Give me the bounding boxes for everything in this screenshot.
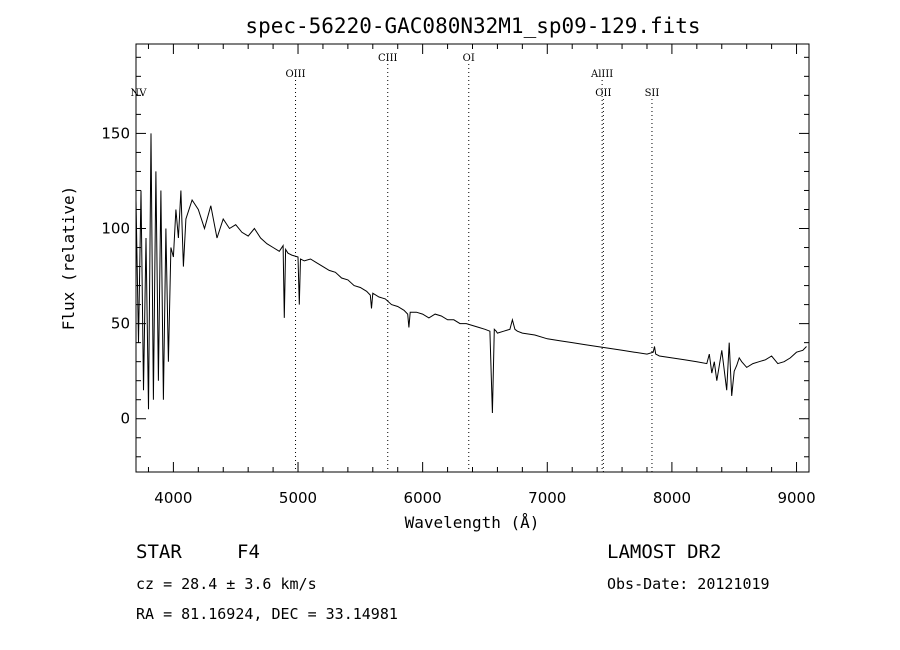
y-tick-label: 0 <box>120 410 130 428</box>
object-subclass: F4 <box>237 541 260 563</box>
chart-title: spec-56220-GAC080N32M1_sp09-129.fits <box>245 14 700 38</box>
plot-frame <box>135 43 810 473</box>
spectrum-series-line <box>135 133 807 414</box>
x-tick-label: 5000 <box>279 489 317 507</box>
spectral-line-label: AlIII <box>590 69 613 80</box>
spectral-line-label: NV <box>131 88 148 99</box>
spectral-line-label: OIII <box>285 69 305 80</box>
x-tick-label: 6000 <box>404 489 442 507</box>
object-class: STAR <box>136 541 182 563</box>
y-tick-label: 150 <box>101 124 130 142</box>
y-tick-label: 100 <box>101 220 130 238</box>
spectral-line-label: SII <box>645 88 660 99</box>
obs-date: Obs-Date: 20121019 <box>607 575 770 593</box>
spectral-line-markers: NV OIII CIII OI AlIII OII SII <box>131 53 660 472</box>
spectral-line-label: OII <box>595 88 611 99</box>
ra-dec-coords: RA = 81.16924, DEC = 33.14981 <box>136 605 398 623</box>
redshift-cz: cz = 28.4 ± 3.6 km/s <box>136 575 317 593</box>
y-tick-label: 50 <box>111 315 130 333</box>
spectral-line-label: CIII <box>378 53 398 64</box>
x-tick-label: 4000 <box>154 489 192 507</box>
x-axis-label: Wavelength (Å) <box>405 513 540 532</box>
x-tick-label: 8000 <box>653 489 691 507</box>
data-release: LAMOST DR2 <box>607 541 722 563</box>
x-tick-label: 9000 <box>777 489 815 507</box>
x-tick-label: 7000 <box>528 489 566 507</box>
axis-ticks: 4000 5000 6000 7000 8000 9000 0 50 100 150 <box>101 44 816 507</box>
spectral-line-label: OI <box>463 53 475 64</box>
y-axis-label: Flux (relative) <box>59 186 78 331</box>
